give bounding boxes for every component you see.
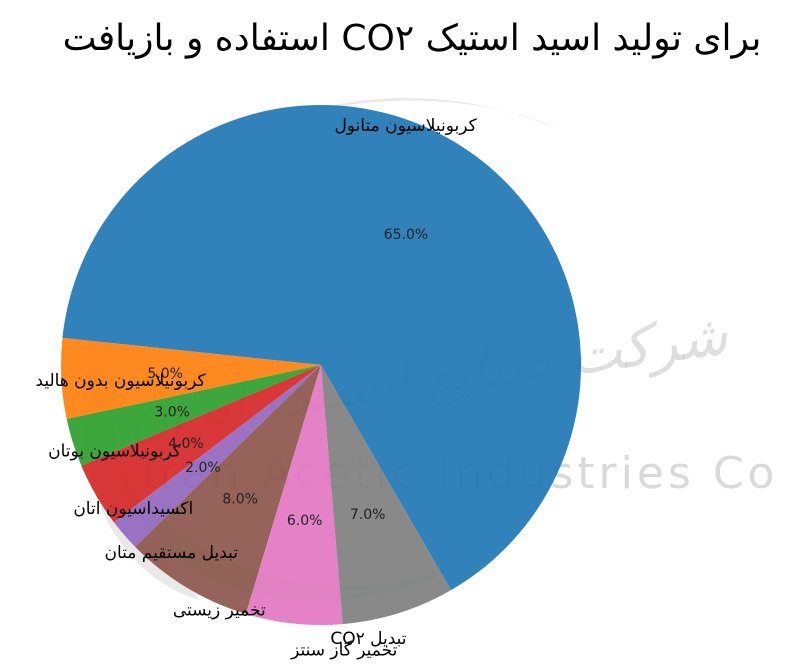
pie-category-label: تبدیل مستقیم متان	[104, 543, 238, 563]
pie-category-label: کربونیلاسیون بدون هالید	[35, 371, 206, 391]
chart-title: استفاده و بازیافت CO۲ برای تولید اسید اس…	[63, 18, 762, 59]
pie-slice	[81, 365, 321, 523]
pie-percent-label: 4.0%	[168, 436, 204, 452]
pie-slice	[66, 365, 321, 466]
pie-percent-label: 3.0%	[154, 405, 190, 421]
pie-percent-labels: 65.0% 5.0% 3.0% 4.0% 2.0%8.0% 6.0% 7.0%	[147, 227, 428, 529]
pie-slice	[113, 365, 321, 547]
pie-category-labels: کربونیلاسیون متانول کربونیلاسیون بدون هال…	[35, 116, 477, 660]
pie-category-label: تخمیر گاز سنتز	[290, 639, 397, 660]
pie-category-label: تخمیر زیستی	[173, 601, 266, 621]
watermark-swoosh-gray	[81, 98, 560, 601]
pie-slice	[245, 365, 343, 625]
pie-percent-label: 2.0%	[185, 460, 221, 476]
pie-slice	[135, 365, 321, 614]
pie-percent-label: 6.0%	[287, 513, 323, 529]
pie-percent-label: 8.0%	[222, 491, 258, 507]
pie-percent-label: 7.0%	[350, 507, 386, 523]
pie-category-label: اکسیداسیون اتان	[73, 499, 193, 519]
pie-slices	[61, 105, 581, 625]
pie-category-label: کربونیلاسیون بوتان	[48, 442, 182, 462]
pie-percent-label: 5.0%	[147, 366, 183, 382]
pie-slice	[62, 105, 581, 591]
pie-percent-label: 65.0%	[384, 227, 428, 243]
pie-slice	[61, 337, 322, 420]
pie-category-label: کربونیلاسیون متانول	[334, 116, 477, 136]
pie-category-label: تبدیل CO۲	[330, 629, 406, 649]
pie-slice	[321, 365, 451, 625]
